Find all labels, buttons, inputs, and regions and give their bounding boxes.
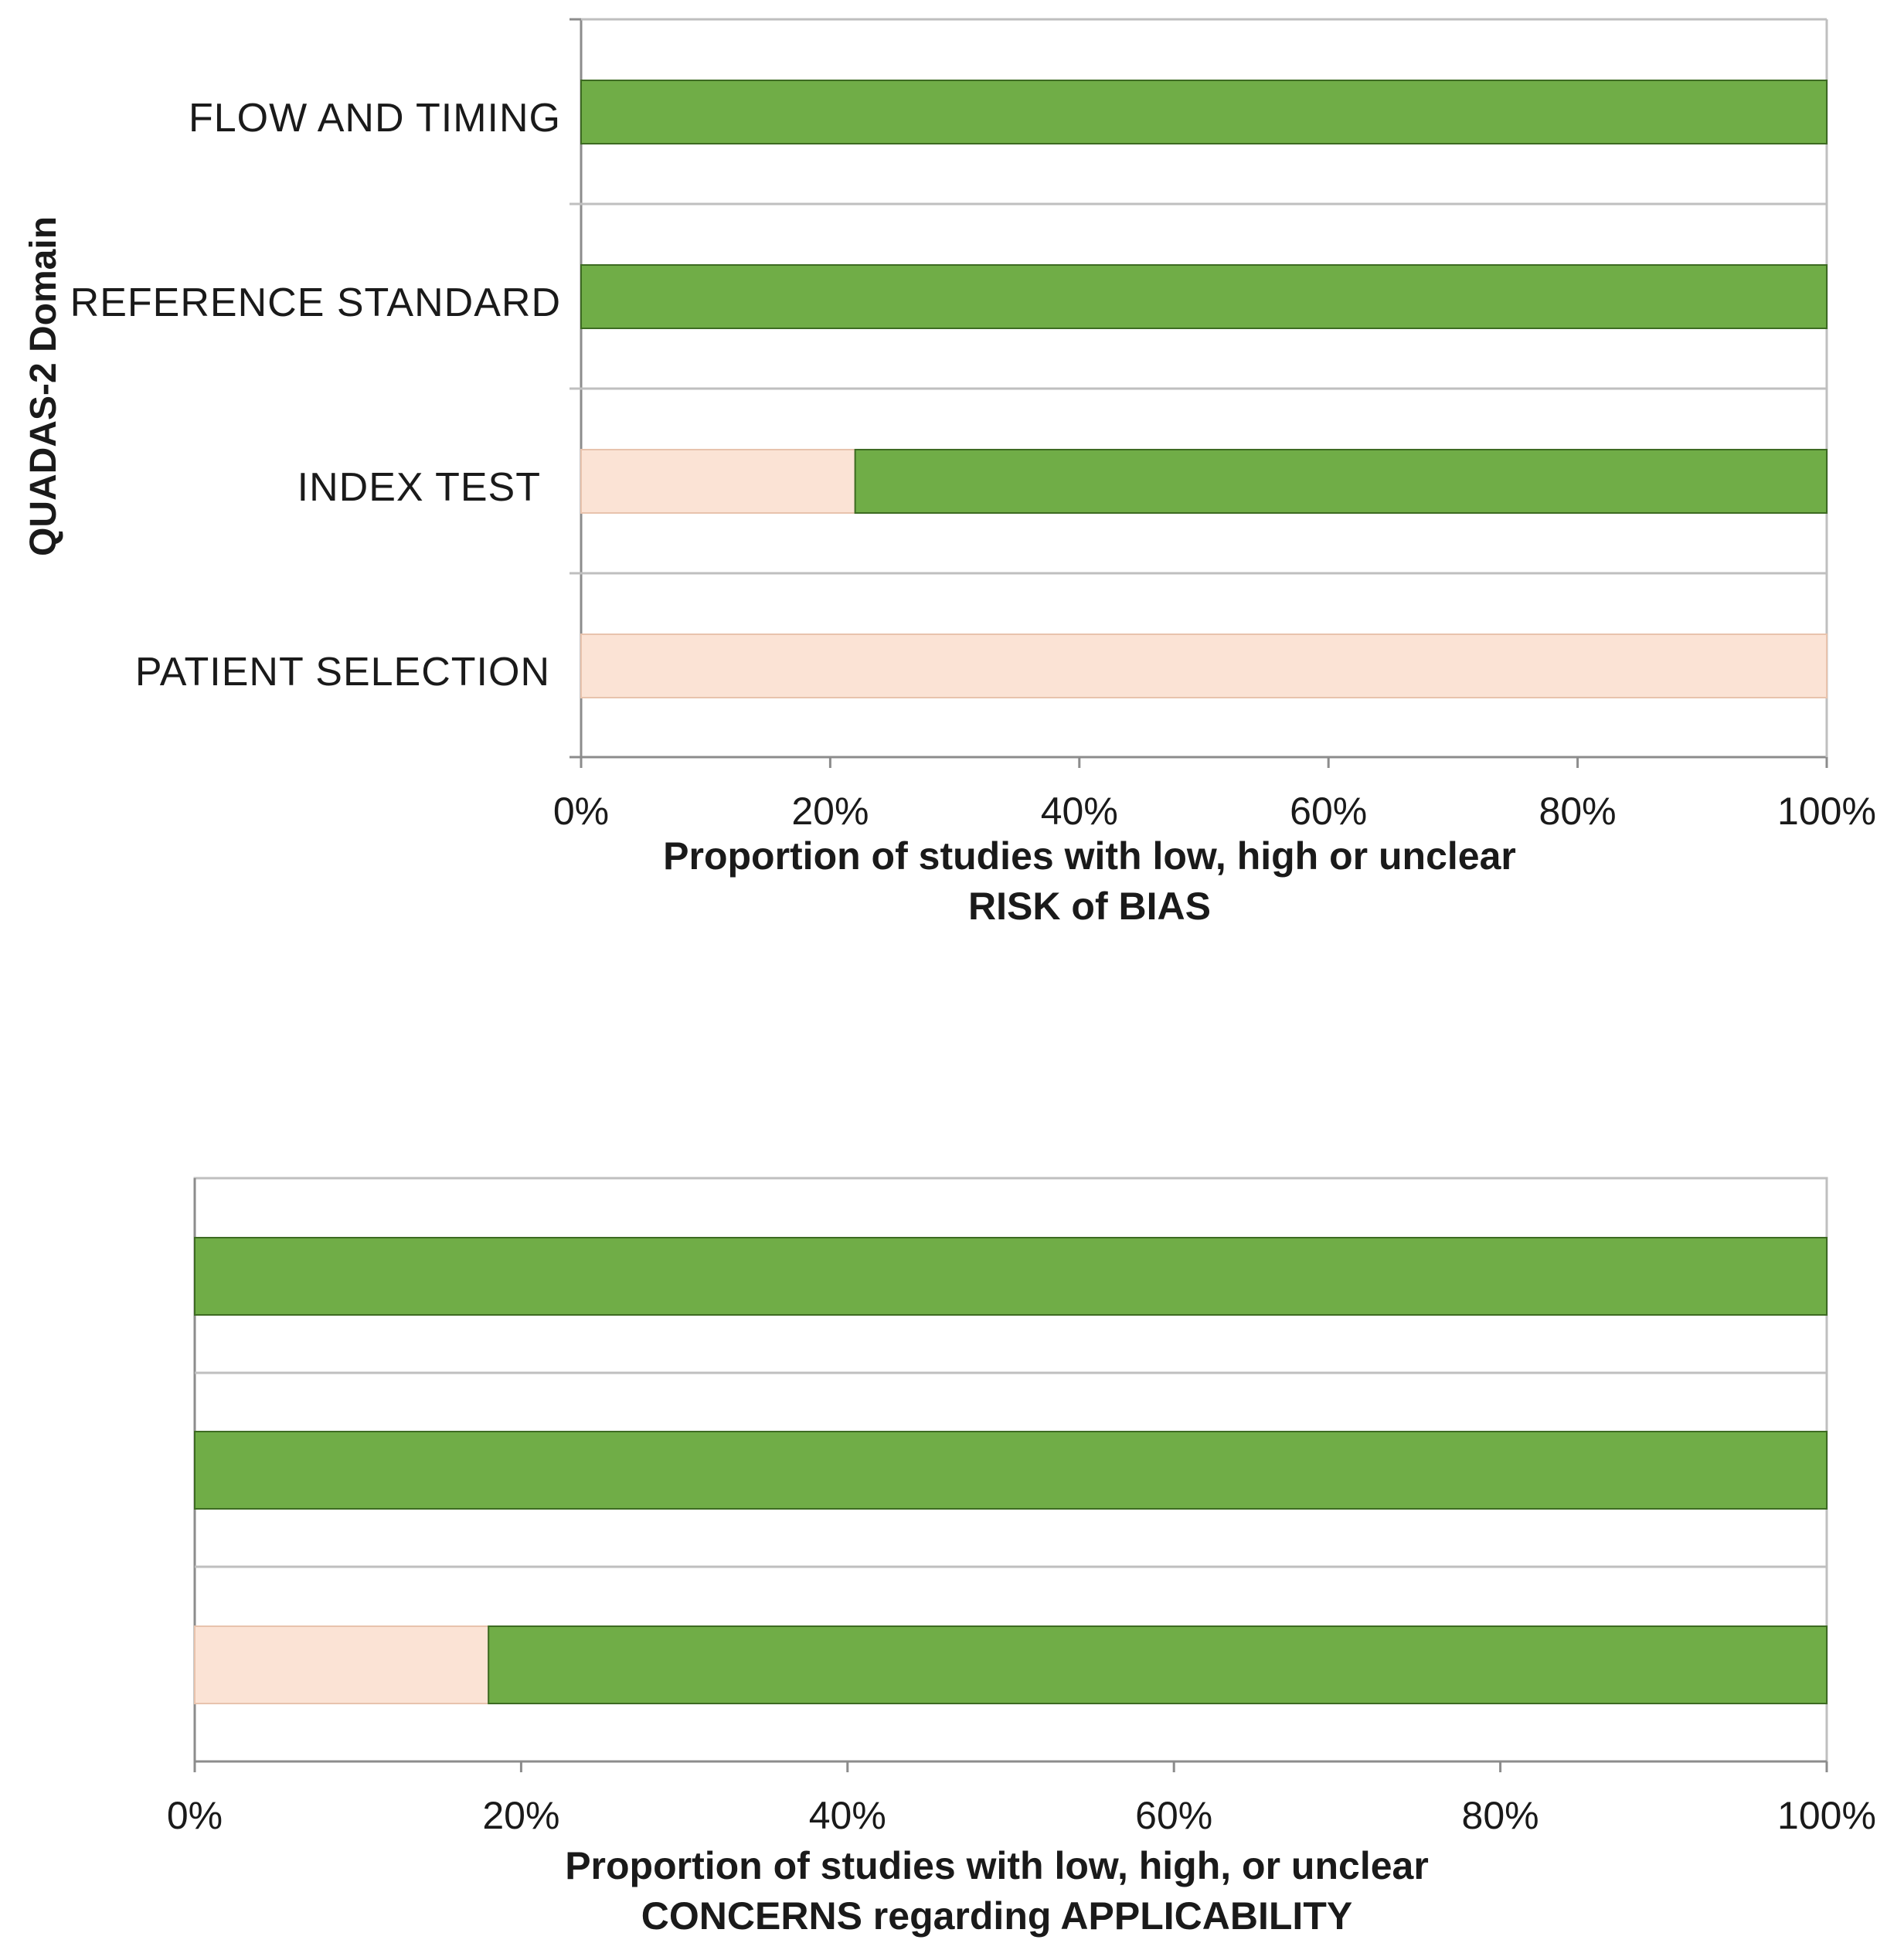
chart1-x-axis-title: RISK of BIAS — [968, 885, 1211, 928]
chart1-x-axis-title: Proportion of studies with low, high or … — [663, 834, 1516, 878]
chart1-category-label: FLOW AND TIMING — [189, 96, 561, 141]
bar-low — [488, 1625, 1828, 1704]
bar-low — [580, 264, 1828, 329]
bar-unclear — [580, 449, 856, 514]
x-tick-label: 40% — [1041, 790, 1118, 833]
x-tick-label: 80% — [1462, 1794, 1539, 1837]
bar-low — [854, 449, 1828, 514]
bar-low — [194, 1431, 1828, 1510]
chart1-category-label: REFERENCE STANDARD — [70, 280, 561, 325]
risk-of-bias-chart: 0% 20% 40% 60% 80% 100% FLOW AND TIMING REFER… — [23, 18, 1876, 928]
chart2-x-axis-title: CONCERNS regarding APPLICABILITY — [641, 1894, 1352, 1938]
x-tick-label: 60% — [1290, 790, 1367, 833]
bar-unclear — [580, 634, 1828, 698]
bar-low — [194, 1237, 1828, 1316]
chart1-y-axis-title: QUADAS-2 Domain — [23, 216, 64, 556]
bar-unclear — [194, 1625, 490, 1704]
x-tick-label: 40% — [809, 1794, 886, 1837]
chart2-x-axis-title: Proportion of studies with low, high, or… — [565, 1844, 1429, 1887]
bar-low — [580, 80, 1828, 144]
x-tick-label: 100% — [1777, 1794, 1876, 1837]
applicability-chart: 0% 20% 40% 60% 80% 100% Proportion of studies… — [167, 1177, 1876, 1938]
x-tick-label: 20% — [791, 790, 869, 833]
x-tick-label: 20% — [482, 1794, 559, 1837]
x-tick-label: 0% — [167, 1794, 223, 1837]
chart1-category-label: INDEX TEST — [298, 465, 541, 510]
x-tick-label: 0% — [553, 790, 609, 833]
chart1-category-label: PATIENT SELECTION — [135, 650, 550, 695]
x-tick-label: 80% — [1539, 790, 1617, 833]
x-tick-label: 60% — [1135, 1794, 1212, 1837]
x-tick-label: 100% — [1777, 790, 1876, 833]
